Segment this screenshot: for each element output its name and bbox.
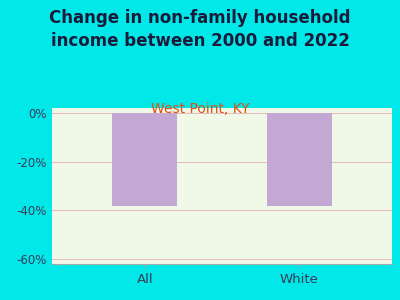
Bar [112, 113, 177, 206]
Text: West Point, KY: West Point, KY [151, 102, 249, 116]
Bar [267, 113, 332, 206]
Text: Change in non-family household
income between 2000 and 2022: Change in non-family household income be… [49, 9, 351, 50]
